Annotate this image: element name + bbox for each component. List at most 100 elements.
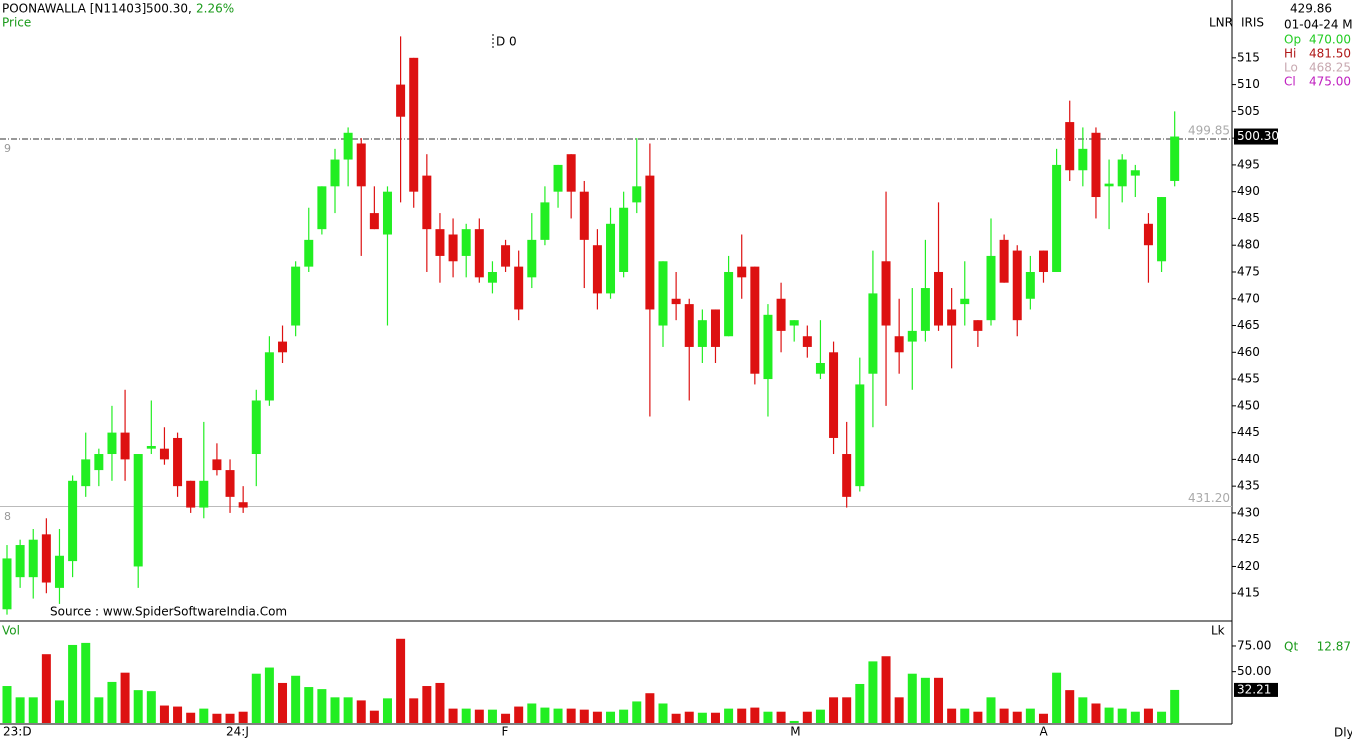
volume-bar <box>1143 708 1153 723</box>
candle-body <box>671 298 681 305</box>
info-name: Lo <box>1284 61 1298 75</box>
y-tick-label: 425 <box>1237 532 1260 546</box>
volume-bar <box>973 711 983 723</box>
volume-bar <box>173 706 183 723</box>
candle-body <box>881 261 891 326</box>
candle-body <box>658 261 668 326</box>
volume-bar <box>1130 711 1140 723</box>
candle-body <box>789 320 799 326</box>
volume-bar <box>960 708 970 723</box>
volume-bar <box>671 713 681 723</box>
candle-body <box>579 191 589 240</box>
y-tick-label: 420 <box>1237 559 1260 573</box>
volume-bar <box>934 677 944 723</box>
candle-body <box>199 480 209 508</box>
volume-bar <box>317 689 327 723</box>
candle-body <box>763 314 773 380</box>
info-name: Hi <box>1284 47 1296 61</box>
change: 2.26% <box>196 2 234 16</box>
candle-body <box>553 164 563 192</box>
volume-bar <box>750 707 760 723</box>
volume-bar <box>15 697 25 723</box>
candle-body <box>448 234 458 262</box>
volume-bar <box>474 709 484 723</box>
candle-body <box>264 352 274 401</box>
volume-bar <box>94 697 104 723</box>
candle-body <box>28 539 38 578</box>
volume-bar <box>120 672 130 723</box>
candle-body <box>960 298 970 305</box>
candle-body <box>934 271 944 326</box>
volume-bar <box>999 708 1009 723</box>
candle-body <box>68 480 78 562</box>
x-tick-label: F <box>502 725 509 739</box>
candle-body <box>829 352 839 438</box>
candle-body <box>999 239 1009 283</box>
volume-bar <box>553 708 563 723</box>
volume-bar <box>1038 713 1048 723</box>
candle-body <box>1025 271 1035 299</box>
info-value: 468.25 <box>1309 61 1351 75</box>
y-tick-label: 460 <box>1237 345 1260 359</box>
candle-body <box>1012 250 1022 321</box>
volume-bar <box>461 708 471 723</box>
volume-bar <box>763 711 773 723</box>
candle-body <box>54 555 64 588</box>
volume-tag-label: 32.21 <box>1237 682 1271 696</box>
candle-body <box>173 437 183 487</box>
candle-body <box>330 159 340 187</box>
candle-body <box>474 229 484 278</box>
candle-body <box>120 432 130 460</box>
candle-body <box>461 229 471 256</box>
volume-bar <box>1157 711 1167 723</box>
volume-bar <box>199 708 209 723</box>
candle-body <box>278 341 288 353</box>
left-label: 9 <box>4 142 11 155</box>
volume-bar <box>2 686 12 723</box>
symbol: POONAWALLA [N11403] <box>2 2 146 16</box>
y-tick-label: 440 <box>1237 452 1260 466</box>
candle-body <box>94 454 104 471</box>
volume-bar <box>225 713 235 723</box>
quantity-name: Qt <box>1284 640 1298 654</box>
volume-bar <box>737 708 747 723</box>
candle-body <box>356 143 366 187</box>
candle-body <box>527 239 537 278</box>
y-tick-label: 475 <box>1237 264 1260 278</box>
candle-body <box>422 175 432 230</box>
volume-bar <box>212 713 222 723</box>
volume-bar <box>829 697 839 723</box>
candle-body <box>815 363 825 374</box>
info-value: 481.50 <box>1309 47 1351 61</box>
info-name: Op <box>1284 33 1301 47</box>
x-tick-label: 24:J <box>226 725 249 739</box>
volume-bar <box>579 709 589 723</box>
candle-body <box>619 207 629 272</box>
candle-body <box>632 186 642 203</box>
volume-bar <box>41 654 51 723</box>
candle-body <box>409 57 419 192</box>
candle-body <box>606 223 616 294</box>
volume-bar <box>815 709 825 723</box>
volume-bar <box>330 697 340 723</box>
candle-body <box>1065 122 1075 171</box>
info-name: Cl <box>1284 75 1296 89</box>
volume-bar <box>369 710 379 723</box>
volume-bar <box>514 706 524 723</box>
candle-body <box>1130 170 1140 176</box>
y-tick-label: 510 <box>1237 77 1260 91</box>
panel-label: Price <box>2 16 31 30</box>
volume-bar <box>409 698 419 723</box>
volume-bar <box>540 707 550 723</box>
volume-bar <box>527 703 537 723</box>
candle-body <box>487 271 497 283</box>
candle-body <box>2 558 12 610</box>
price-tag-label: 500.30 <box>1237 129 1279 143</box>
candle-body <box>1143 223 1153 246</box>
candle-body <box>1104 183 1114 187</box>
candle-body <box>304 239 314 267</box>
source: Source : www.SpiderSoftwareIndia.Com <box>50 605 287 619</box>
quantity-value: 12.87 <box>1317 640 1351 654</box>
lnr-label: LNR <box>1209 16 1233 30</box>
